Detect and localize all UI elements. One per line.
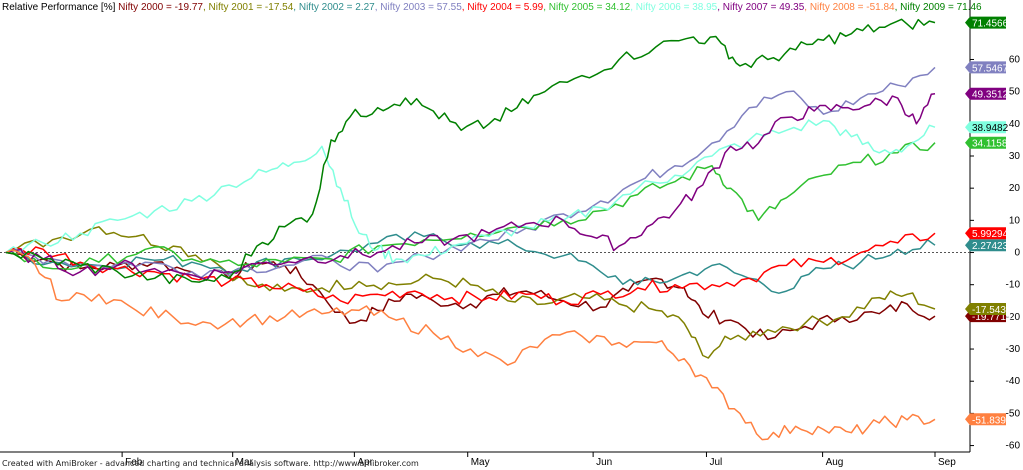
value-tag-box — [965, 121, 1006, 134]
value-tag-label: 57.5467 — [972, 63, 1009, 74]
series-line — [5, 18, 936, 285]
series-line — [5, 119, 936, 264]
x-tick-label: Jul — [709, 457, 722, 468]
y-tick-label: -60 — [1006, 441, 1021, 452]
series-line — [5, 92, 936, 281]
value-tag-label: 5.99294 — [972, 229, 1009, 240]
legend-entry: , Nifty 2005 = 34.12 — [543, 2, 631, 13]
chart-title: Relative Performance [%] — [2, 2, 116, 13]
y-tick-label: 40 — [1009, 119, 1021, 130]
chart-title-bar: Relative Performance [%] Nifty 2000 = -1… — [2, 2, 982, 13]
value-tag-box — [965, 413, 1006, 426]
value-tag-label: 34.1158 — [972, 139, 1008, 150]
value-tag: -51.8395 — [965, 413, 1012, 426]
plot-frame — [0, 0, 971, 453]
series-line — [5, 141, 936, 271]
y-tick-label: 10 — [1009, 215, 1021, 226]
y-tick-label: 0 — [1014, 248, 1020, 259]
value-tag: 38.9482 — [965, 121, 1009, 134]
value-tag: 5.99294 — [965, 227, 1009, 240]
legend-entry: , Nifty 2009 = 71.46 — [894, 2, 982, 13]
footer-credit: Created with AmiBroker - advanced charti… — [2, 459, 419, 468]
series-line — [5, 231, 936, 294]
series-line — [5, 251, 936, 341]
value-tags: -19.7714-17.5437 2.27423 57.5467 5.99294 34.… — [965, 16, 1012, 426]
value-tag: 71.4566 — [965, 16, 1009, 30]
y-tick-label: 50 — [1009, 87, 1021, 98]
value-tag-box — [965, 136, 1006, 149]
y-tick-label: -50 — [1006, 408, 1021, 419]
legend: Nifty 2000 = -19.77, Nifty 2001 = -17.54… — [118, 2, 981, 13]
y-tick-label: 20 — [1009, 183, 1021, 194]
y-tick-label: 30 — [1009, 151, 1021, 162]
series-lines — [5, 18, 936, 441]
value-tag-box — [965, 61, 1006, 74]
value-tag-box — [965, 87, 1006, 100]
x-tick-label: Aug — [826, 457, 844, 468]
x-tick-label: May — [471, 457, 490, 468]
value-tag-label: 49.3512 — [972, 90, 1009, 101]
value-tag: 57.5467 — [965, 61, 1009, 74]
y-tick-label: -20 — [1006, 312, 1021, 323]
value-tag: 34.1158 — [965, 136, 1008, 150]
value-tag-box — [965, 16, 1006, 29]
x-tick-label: Jun — [596, 457, 612, 468]
value-tag: 49.3512 — [965, 87, 1009, 101]
legend-entry: , Nifty 2002 = 2.27 — [293, 2, 375, 13]
y-tick-label: -40 — [1006, 376, 1021, 387]
value-tag-label: -51.8395 — [972, 415, 1012, 426]
legend-entry: Nifty 2000 = -19.77 — [118, 2, 203, 13]
value-tag-label: 71.4566 — [972, 19, 1009, 30]
x-tick-label: Feb — [125, 457, 143, 468]
series-line — [5, 249, 936, 441]
y-tick-label: 60 — [1009, 54, 1021, 65]
x-tick-label: Apr — [357, 457, 373, 468]
value-tag-label: 38.9482 — [972, 123, 1009, 134]
legend-entry: , Nifty 2004 = 5.99 — [461, 2, 544, 13]
legend-entry: , Nifty 2006 = 38.95 — [630, 2, 718, 13]
value-tag-label: -19.7714 — [972, 312, 1012, 323]
value-tag-label: -17.5437 — [972, 305, 1012, 316]
legend-entry: , Nifty 2003 = 57.55 — [374, 2, 462, 13]
legend-entry: , Nifty 2007 = 49.35 — [717, 2, 805, 13]
value-tag-box — [965, 302, 1006, 315]
series-line — [5, 226, 936, 359]
y-tick-label: -30 — [1006, 344, 1021, 355]
x-tick-label: Mar — [236, 457, 254, 468]
legend-entry: , Nifty 2008 = -51.84 — [804, 2, 895, 13]
value-tag-box — [965, 239, 1006, 252]
x-tick-label: Sep — [938, 457, 956, 468]
value-tag-label: 2.27423 — [972, 241, 1009, 252]
y-tick-label: -10 — [1006, 280, 1021, 291]
x-axis: Feb Mar Apr May Jun Jul Aug Sep — [121, 452, 956, 468]
value-tag: 2.27423 — [965, 239, 1009, 252]
value-tag-box — [965, 227, 1006, 240]
y-axis: -60 -50 -40 -30 -20 -10 0 10 20 30 40 50 60 — [970, 54, 1021, 452]
legend-entry: , Nifty 2001 = -17.54 — [202, 2, 294, 13]
series-line — [5, 232, 936, 306]
series-line — [5, 66, 936, 279]
value-tag: -17.5437 — [965, 302, 1012, 316]
